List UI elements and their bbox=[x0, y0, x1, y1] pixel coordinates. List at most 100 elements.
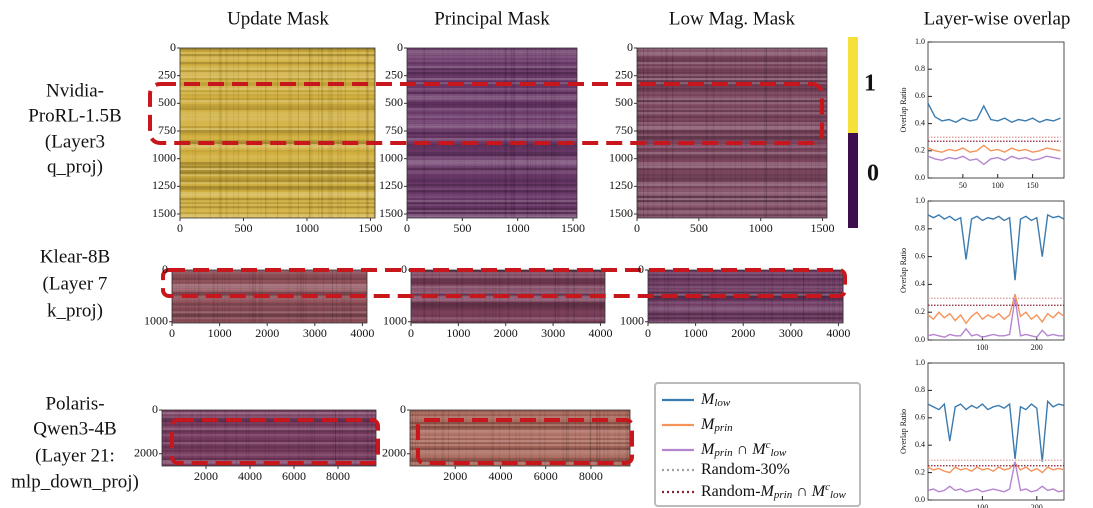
heatmap-texture bbox=[515, 410, 517, 466]
heatmap-texture bbox=[197, 410, 199, 466]
heatmap-texture bbox=[407, 188, 577, 191]
heatmap-texture bbox=[618, 410, 620, 466]
heatmap-texture bbox=[165, 410, 167, 466]
heatmap-texture bbox=[637, 48, 639, 218]
heatmap-texture bbox=[180, 60, 375, 63]
heatmap-texture bbox=[412, 410, 414, 466]
heatmap-texture bbox=[407, 126, 577, 129]
heatmap-texture bbox=[562, 410, 564, 466]
heatmap-texture bbox=[637, 122, 827, 125]
heatmap-texture bbox=[637, 136, 827, 139]
heatmap-texture bbox=[178, 270, 180, 323]
heatmap-texture bbox=[637, 84, 827, 87]
heatmap-texture bbox=[224, 270, 226, 323]
heatmap-texture bbox=[321, 48, 323, 218]
heatmap-texture bbox=[599, 410, 601, 466]
heatmap-texture bbox=[309, 48, 311, 218]
heatmap-texture bbox=[180, 50, 375, 53]
heatmap-texture bbox=[180, 154, 375, 157]
y-tick-label: 0 bbox=[162, 262, 168, 276]
heatmap-texture bbox=[637, 66, 827, 69]
heatmap-texture bbox=[805, 48, 807, 218]
heatmap-texture bbox=[579, 410, 581, 466]
heatmap-texture bbox=[712, 48, 714, 218]
heatmap-texture bbox=[274, 48, 275, 218]
y-tick-label: 0.0 bbox=[915, 495, 925, 504]
heatmap-texture bbox=[626, 410, 628, 466]
x-tick-label: 500 bbox=[453, 221, 471, 235]
heatmap-texture bbox=[407, 190, 577, 193]
heatmap-texture bbox=[172, 283, 367, 287]
heatmap-texture bbox=[180, 126, 375, 129]
x-tick-label: 1000 bbox=[684, 326, 708, 340]
heatmap-texture bbox=[357, 48, 359, 218]
heatmap-texture bbox=[290, 48, 292, 218]
heatmap-texture bbox=[637, 186, 827, 189]
heatmap-texture bbox=[407, 146, 577, 149]
x-tick-label: 2000 bbox=[194, 469, 218, 483]
heatmap-texture bbox=[637, 200, 827, 203]
heatmap-texture bbox=[637, 78, 827, 81]
heatmap-texture bbox=[411, 301, 605, 304]
heatmap-texture bbox=[180, 94, 375, 97]
heatmap-texture bbox=[180, 156, 375, 159]
heatmap-texture bbox=[407, 196, 577, 199]
x-tick-label: 200 bbox=[1031, 503, 1043, 508]
heatmap-texture bbox=[823, 270, 825, 323]
heatmap-texture bbox=[172, 315, 367, 318]
heatmap-texture bbox=[199, 410, 201, 466]
heatmap-texture bbox=[458, 410, 460, 466]
y-tick-label: 750 bbox=[385, 123, 403, 137]
heatmap-texture bbox=[411, 297, 605, 300]
heatmap-texture bbox=[172, 289, 367, 292]
heatmap-texture bbox=[180, 186, 375, 189]
y-tick-label: 0.2 bbox=[915, 307, 925, 316]
heatmap-texture bbox=[180, 144, 375, 147]
heatmap-texture bbox=[180, 98, 375, 101]
heatmap-texture bbox=[460, 48, 462, 218]
heatmap-texture bbox=[407, 72, 577, 75]
heatmap-texture bbox=[770, 48, 771, 218]
heatmap-texture bbox=[341, 270, 343, 323]
heatmap-texture bbox=[411, 271, 605, 275]
y-tick-label: 1000 bbox=[383, 314, 407, 328]
row-label: (Layer 21: bbox=[35, 445, 115, 466]
heatmap-texture bbox=[637, 188, 827, 191]
heatmap-texture bbox=[443, 410, 445, 466]
legend-text-part: prin bbox=[773, 489, 793, 501]
heatmap-texture bbox=[260, 48, 262, 218]
heatmap-texture bbox=[411, 277, 605, 281]
heatmap-texture bbox=[310, 410, 312, 466]
heatmap-texture bbox=[407, 62, 577, 65]
heatmap-texture bbox=[172, 276, 367, 278]
row-label: ProRL-1.5B bbox=[28, 105, 121, 126]
y-tick-label: 0 bbox=[397, 40, 403, 54]
heatmap-base bbox=[407, 48, 577, 218]
heatmap-texture bbox=[567, 410, 569, 466]
heatmap-texture bbox=[510, 48, 512, 218]
plot-frame bbox=[927, 362, 1065, 501]
y-tick-label: 750 bbox=[615, 123, 633, 137]
heatmap-texture bbox=[637, 206, 827, 209]
heatmap-texture bbox=[410, 450, 630, 453]
heatmap-texture bbox=[407, 208, 577, 211]
heatmap-texture bbox=[627, 410, 629, 466]
heatmap-texture bbox=[554, 48, 556, 218]
heatmap-texture bbox=[637, 164, 827, 167]
y-tick-label: 1250 bbox=[379, 178, 403, 192]
heatmap-texture bbox=[411, 287, 605, 290]
heatmap-texture bbox=[637, 126, 827, 129]
heatmap-texture bbox=[250, 270, 251, 323]
heatmap-texture bbox=[162, 420, 376, 423]
heatmap-texture bbox=[637, 138, 827, 141]
y-tick-label: 0.2 bbox=[915, 467, 925, 476]
heatmap-texture bbox=[465, 410, 467, 466]
heatmap-texture bbox=[172, 303, 367, 306]
heatmap-texture bbox=[371, 410, 373, 466]
heatmap-texture bbox=[359, 48, 360, 218]
heatmap-texture bbox=[461, 270, 463, 323]
row-label: (Layer 7 bbox=[43, 273, 108, 294]
heatmap-texture bbox=[648, 305, 843, 308]
heatmap-texture bbox=[162, 458, 376, 461]
heatmap-texture bbox=[410, 412, 630, 415]
